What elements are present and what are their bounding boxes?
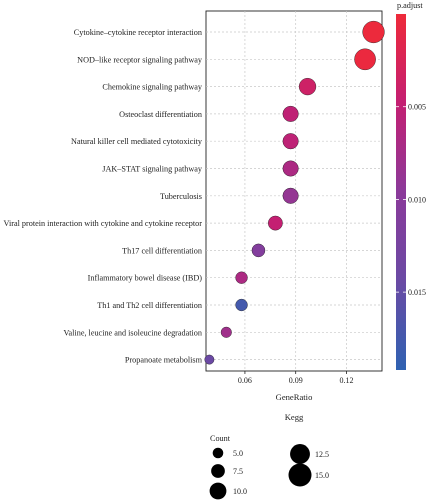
data-points bbox=[204, 20, 385, 365]
category-label: Th17 cell differentiation bbox=[122, 246, 202, 255]
category-label: Osteoclast differentiation bbox=[119, 110, 202, 119]
size-legend-dot bbox=[212, 447, 224, 459]
x-axis-ticks: 0.06 0.09 0.12 bbox=[238, 371, 353, 385]
size-legend-dot bbox=[290, 444, 310, 464]
category-label: NOD–like receptor signaling pathway bbox=[77, 55, 203, 64]
data-point bbox=[204, 354, 215, 365]
data-point bbox=[235, 298, 248, 312]
x-axis-title: GeneRatio bbox=[276, 392, 313, 402]
color-tick-label: 0.010 bbox=[408, 195, 426, 204]
size-legend-dot bbox=[288, 463, 312, 487]
size-legend-label: 10.0 bbox=[233, 487, 247, 496]
x-tick-label: 0.09 bbox=[289, 376, 303, 385]
grid-lines bbox=[206, 11, 382, 371]
category-label: Propanoate metabolism bbox=[125, 356, 203, 365]
category-label: Cytokine–cytokine receptor interaction bbox=[74, 28, 202, 37]
data-point bbox=[298, 77, 317, 96]
category-label: Chemokine signaling pathway bbox=[102, 83, 203, 92]
size-legend-dot bbox=[209, 482, 227, 500]
x-tick-label: 0.06 bbox=[238, 376, 252, 385]
color-legend-ticks: 0.005 0.010 0.015 bbox=[396, 103, 426, 297]
size-legend-dot bbox=[211, 464, 225, 478]
category-label: JAK–STAT signaling pathway bbox=[102, 165, 203, 174]
size-legend: Count 5.0 7.5 10.0 12.5 15.0 bbox=[209, 434, 329, 500]
x-tick-label: 0.12 bbox=[339, 376, 353, 385]
data-point bbox=[282, 133, 299, 150]
category-label: Viral protein interaction with cytokine … bbox=[4, 219, 203, 228]
chart-subtitle: Kegg bbox=[285, 412, 304, 422]
color-legend: p.adjust 0.005 0.010 0.015 bbox=[396, 1, 426, 370]
category-label: Valine, leucine and isoleucine degradati… bbox=[64, 328, 202, 337]
size-legend-label: 12.5 bbox=[315, 450, 329, 459]
data-point bbox=[251, 243, 266, 258]
color-tick-label: 0.005 bbox=[408, 103, 426, 112]
category-labels: Cytokine–cytokine receptor interaction NO… bbox=[4, 28, 203, 365]
color-bar bbox=[396, 14, 406, 370]
color-tick-label: 0.015 bbox=[408, 288, 426, 297]
size-legend-title: Count bbox=[210, 434, 231, 443]
size-legend-label: 7.5 bbox=[233, 467, 243, 476]
category-label: Inflammatory bowel disease (IBD) bbox=[88, 274, 203, 283]
data-point bbox=[282, 105, 299, 122]
data-point bbox=[362, 20, 385, 44]
data-point bbox=[282, 160, 299, 177]
size-legend-label: 5.0 bbox=[233, 449, 243, 458]
data-point bbox=[282, 187, 299, 204]
data-point bbox=[220, 326, 232, 338]
color-legend-title: p.adjust bbox=[397, 1, 423, 10]
category-label: Th1 and Th2 cell differentiation bbox=[97, 301, 202, 310]
data-point bbox=[268, 215, 283, 231]
category-label: Tuberculosis bbox=[160, 192, 202, 201]
category-label: Natural killer cell mediated cytotoxicit… bbox=[71, 137, 203, 146]
size-legend-label: 15.0 bbox=[315, 471, 329, 480]
data-point bbox=[354, 48, 376, 71]
data-point bbox=[235, 271, 248, 284]
